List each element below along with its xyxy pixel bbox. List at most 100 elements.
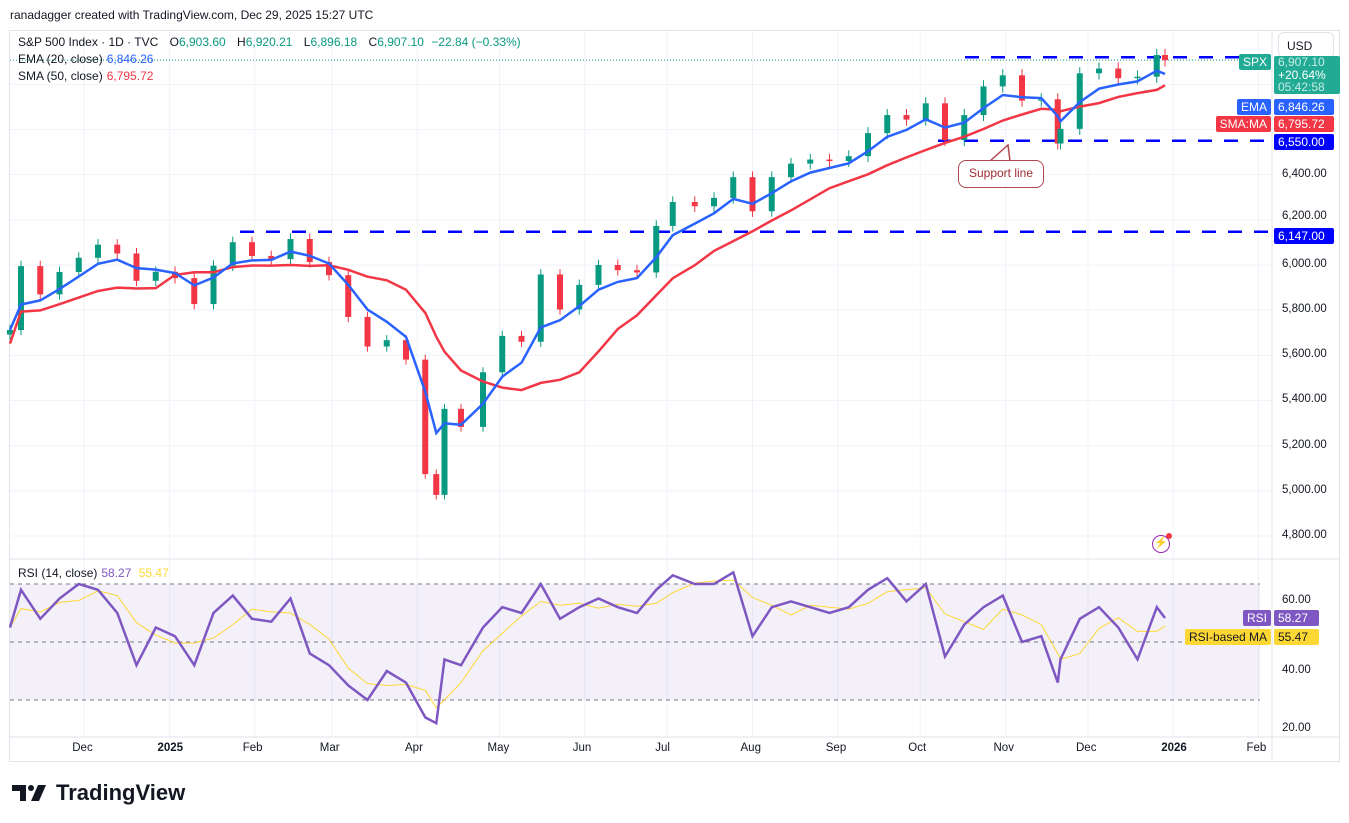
candle-body [326, 262, 332, 276]
rsi-price-tag: 58.27 [1274, 610, 1319, 626]
candle-body [191, 278, 198, 305]
candle-body [1134, 76, 1141, 79]
candle-body [980, 86, 987, 116]
candle-body [114, 244, 121, 254]
candle-body [287, 239, 294, 260]
time-tick-label: Feb [1246, 742, 1267, 754]
rsi-legend[interactable]: RSI (14, close) 58.27 55.47 [18, 566, 173, 580]
rsi-tick-label: 60.00 [1282, 594, 1311, 606]
candle-body [614, 265, 621, 271]
close-value: 6,907.10 [377, 35, 424, 49]
rsi-tag: RSI [1242, 610, 1271, 626]
candle-body [229, 242, 236, 266]
tradingview-logo[interactable]: TradingView [12, 780, 185, 806]
symbol-tag: SPX [1238, 54, 1271, 70]
price-tick-label: 6,000.00 [1282, 258, 1327, 270]
candle-body [788, 163, 794, 178]
time-tick-label: 2026 [1161, 742, 1187, 754]
candle-body [865, 133, 871, 157]
alert-icon[interactable]: ⚡ [1152, 535, 1170, 553]
candle-body [1038, 99, 1045, 101]
sma-label: SMA (50, close) [18, 69, 103, 83]
candle-body [1054, 99, 1061, 144]
candle-body [749, 177, 756, 212]
price-tick-label: 5,400.00 [1282, 393, 1327, 406]
time-tick-label: Oct [908, 742, 927, 754]
ema-label: EMA (20, close) [18, 52, 103, 66]
candle-body [1115, 68, 1122, 79]
candle-body [653, 225, 660, 273]
candle-body [306, 239, 313, 263]
support-price-tag: 6,550.00 [1274, 134, 1334, 150]
support-line-annotation[interactable]: Support line [958, 160, 1044, 188]
candle-body [18, 266, 24, 331]
candle-body [56, 271, 63, 295]
candle-body [557, 274, 563, 310]
sma-tag: SMA:MA [1215, 116, 1271, 132]
candle-body [711, 197, 717, 207]
candle-body [999, 75, 1006, 87]
bar-countdown: 05:42:58 [1278, 80, 1325, 94]
alert-dot [1166, 533, 1172, 539]
open-value: 6,903.60 [178, 35, 226, 49]
rsi-ma-price-tag: 55.47 [1274, 629, 1319, 645]
ema-price-tag: 6,846.26 [1274, 99, 1334, 115]
candle-body [345, 275, 352, 317]
candle-body [595, 265, 602, 285]
candle-body [37, 266, 44, 295]
tradingview-logo-text: TradingView [56, 780, 186, 805]
candle-body [249, 242, 255, 256]
price-tick-label: 5,800.00 [1282, 303, 1327, 316]
candle-body [499, 335, 506, 373]
time-tick-label: 2025 [157, 742, 184, 754]
candle-body [422, 359, 429, 475]
ema-legend[interactable]: EMA (20, close) 6,846.26 [18, 52, 157, 66]
time-tick-label: Feb [242, 742, 263, 754]
symbol-label: S&P 500 Index · 1D · TVC [18, 35, 159, 49]
low-value: 6,896.18 [310, 35, 358, 49]
time-tick-label: Jul [655, 742, 670, 754]
price-tick-label: 6,400.00 [1282, 167, 1327, 180]
candle-body [480, 372, 486, 427]
price-tick-label: 5,000.00 [1282, 483, 1327, 496]
candle-body [75, 257, 82, 272]
time-tick-label: May [487, 742, 510, 754]
time-tick-label: Mar [319, 742, 340, 754]
candle-body [634, 270, 640, 273]
candle-body [403, 340, 409, 360]
price-tick-label: 5,600.00 [1282, 348, 1327, 361]
rsi-ma-tag: RSI-based MA [1184, 629, 1271, 645]
candle-body [7, 330, 13, 335]
rsi-ma-value: 55.47 [138, 566, 169, 580]
candle-body [691, 202, 698, 207]
close-label: C [368, 35, 378, 49]
price-tick-label: 4,800.00 [1282, 528, 1327, 541]
candle-body [1057, 128, 1064, 144]
sma-line [8, 84, 1166, 392]
candle-body [961, 115, 968, 141]
time-tick-label: Aug [740, 742, 761, 754]
candle-body [807, 159, 814, 164]
ema-value: 6,846.26 [106, 52, 154, 66]
high-value: 6,920.21 [245, 35, 293, 49]
candle-body [383, 340, 390, 347]
candle-body [884, 115, 891, 134]
time-tick-label: Dec [72, 742, 93, 754]
high-label: H [237, 35, 246, 49]
candle-body [669, 202, 676, 226]
candle-body [1153, 55, 1160, 77]
time-tick-label: Sep [825, 742, 847, 754]
candle-body [458, 408, 464, 427]
sma-legend[interactable]: SMA (50, close) 6,795.72 [18, 69, 157, 83]
candle-body [922, 103, 929, 120]
last-price-tag: 6,907.10 +20.64% 05:42:58 [1274, 56, 1340, 94]
sma-value: 6,795.72 [106, 69, 154, 83]
candle-body [903, 115, 910, 120]
candle-body [1096, 68, 1102, 74]
ema-tag: EMA [1236, 99, 1271, 115]
price-legend: S&P 500 Index · 1D · TVC O6,903.60 H6,92… [18, 35, 525, 49]
annotation-pointer [989, 143, 1011, 162]
candle-body [942, 103, 948, 141]
candle-body [268, 255, 275, 260]
